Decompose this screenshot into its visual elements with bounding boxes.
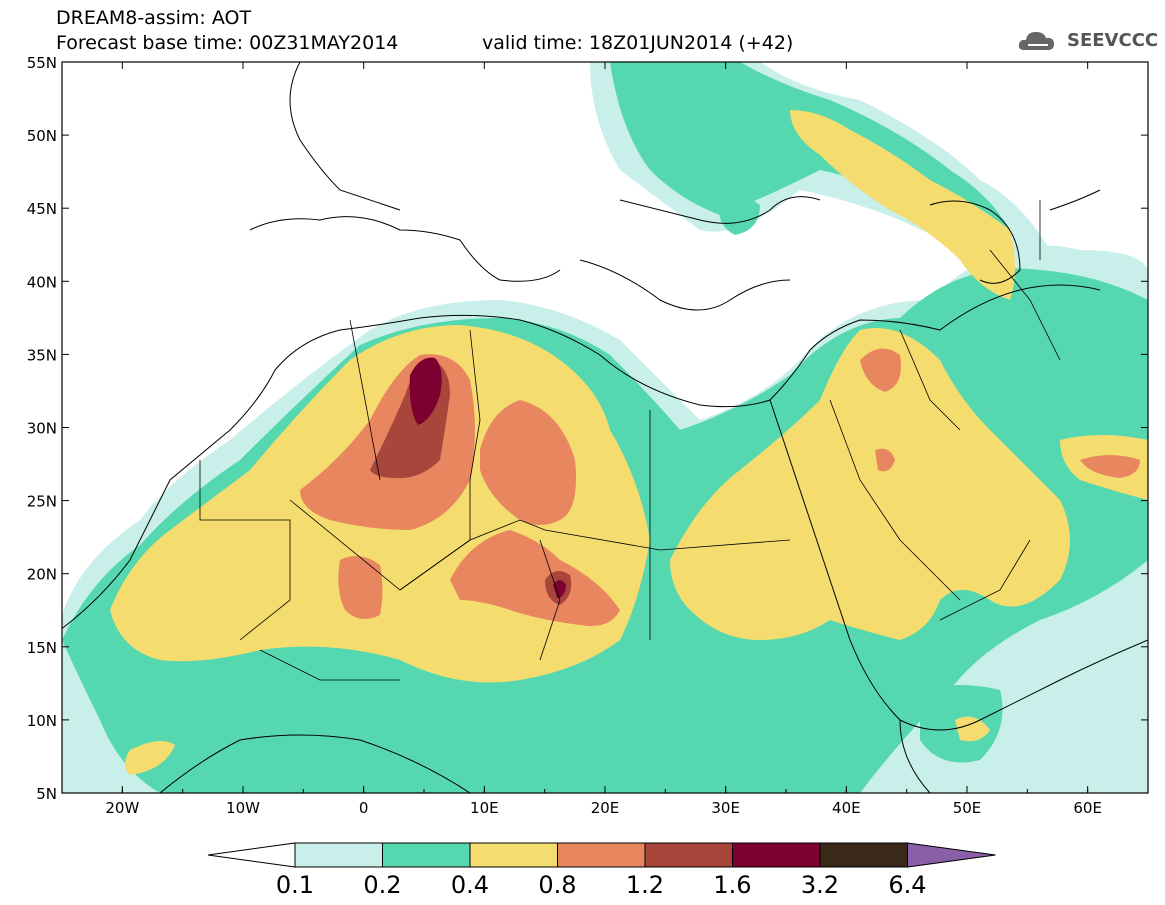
colorbar: 0.1 0.2 0.4 0.8 1.2 1.6 3.2 6.4 [207, 842, 996, 899]
lon-label: 10W [226, 799, 260, 817]
lon-label: 30E [711, 799, 740, 817]
colorbar-arrow-low [207, 842, 296, 868]
lat-label: 30N [27, 420, 57, 438]
colorbar-label: 0.2 [363, 871, 401, 899]
map-title: DREAM8-assim: AOT [56, 7, 252, 29]
colorbar-arrow-high [907, 842, 996, 868]
coastlines [62, 62, 1148, 793]
lat-label: 15N [27, 639, 57, 657]
colorbar-label: 0.1 [276, 871, 314, 899]
valid-time: valid time: 18Z01JUN2014 (+42) [482, 32, 794, 54]
colorbar-label: 1.6 [713, 871, 751, 899]
cloud-logo-icon [1018, 32, 1054, 50]
lon-label: 50E [953, 799, 982, 817]
colorbar-label: 3.2 [801, 871, 839, 899]
colorbar-label: 6.4 [888, 871, 926, 899]
colorbar-box [819, 842, 908, 868]
lat-label: 45N [27, 200, 57, 218]
aot-band-1-6 [409, 357, 566, 598]
colorbar-box [557, 842, 646, 868]
lat-label: 10N [27, 712, 57, 730]
lon-label: 10E [470, 799, 499, 817]
lat-label: 5N [36, 785, 57, 803]
lon-label: 0 [359, 799, 369, 817]
lat-label: 40N [27, 273, 57, 291]
lon-label: 60E [1073, 799, 1102, 817]
lon-label: 40E [832, 799, 861, 817]
lat-label: 50N [27, 127, 57, 145]
lat-label: 55N [27, 54, 57, 72]
country-borders [199, 200, 1061, 681]
colorbar-box [469, 842, 558, 868]
lon-label: 20W [105, 799, 139, 817]
lat-label: 20N [27, 566, 57, 584]
longitude-axis: 20W 10W 0 10E 20E 30E 40E 50E 60E [61, 62, 1149, 817]
colorbar-box [382, 842, 471, 868]
colorbar-box [644, 842, 733, 868]
latitude-axis: 55N 50N 45N 40N 35N 30N 25N 20N 15N 10N 5N [27, 54, 1148, 803]
aot-field [62, 62, 1148, 793]
lat-label: 35N [27, 346, 57, 364]
colorbar-label: 0.8 [538, 871, 576, 899]
lat-label: 25N [27, 493, 57, 511]
colorbar-box [294, 842, 383, 868]
lon-label: 20E [591, 799, 620, 817]
colorbar-label: 0.4 [451, 871, 489, 899]
forecast-base-time: Forecast base time: 00Z31MAY2014 [56, 32, 399, 54]
colorbar-label: 1.2 [626, 871, 664, 899]
colorbar-box [732, 842, 821, 868]
logo-text: SEEVCCC [1067, 30, 1159, 51]
